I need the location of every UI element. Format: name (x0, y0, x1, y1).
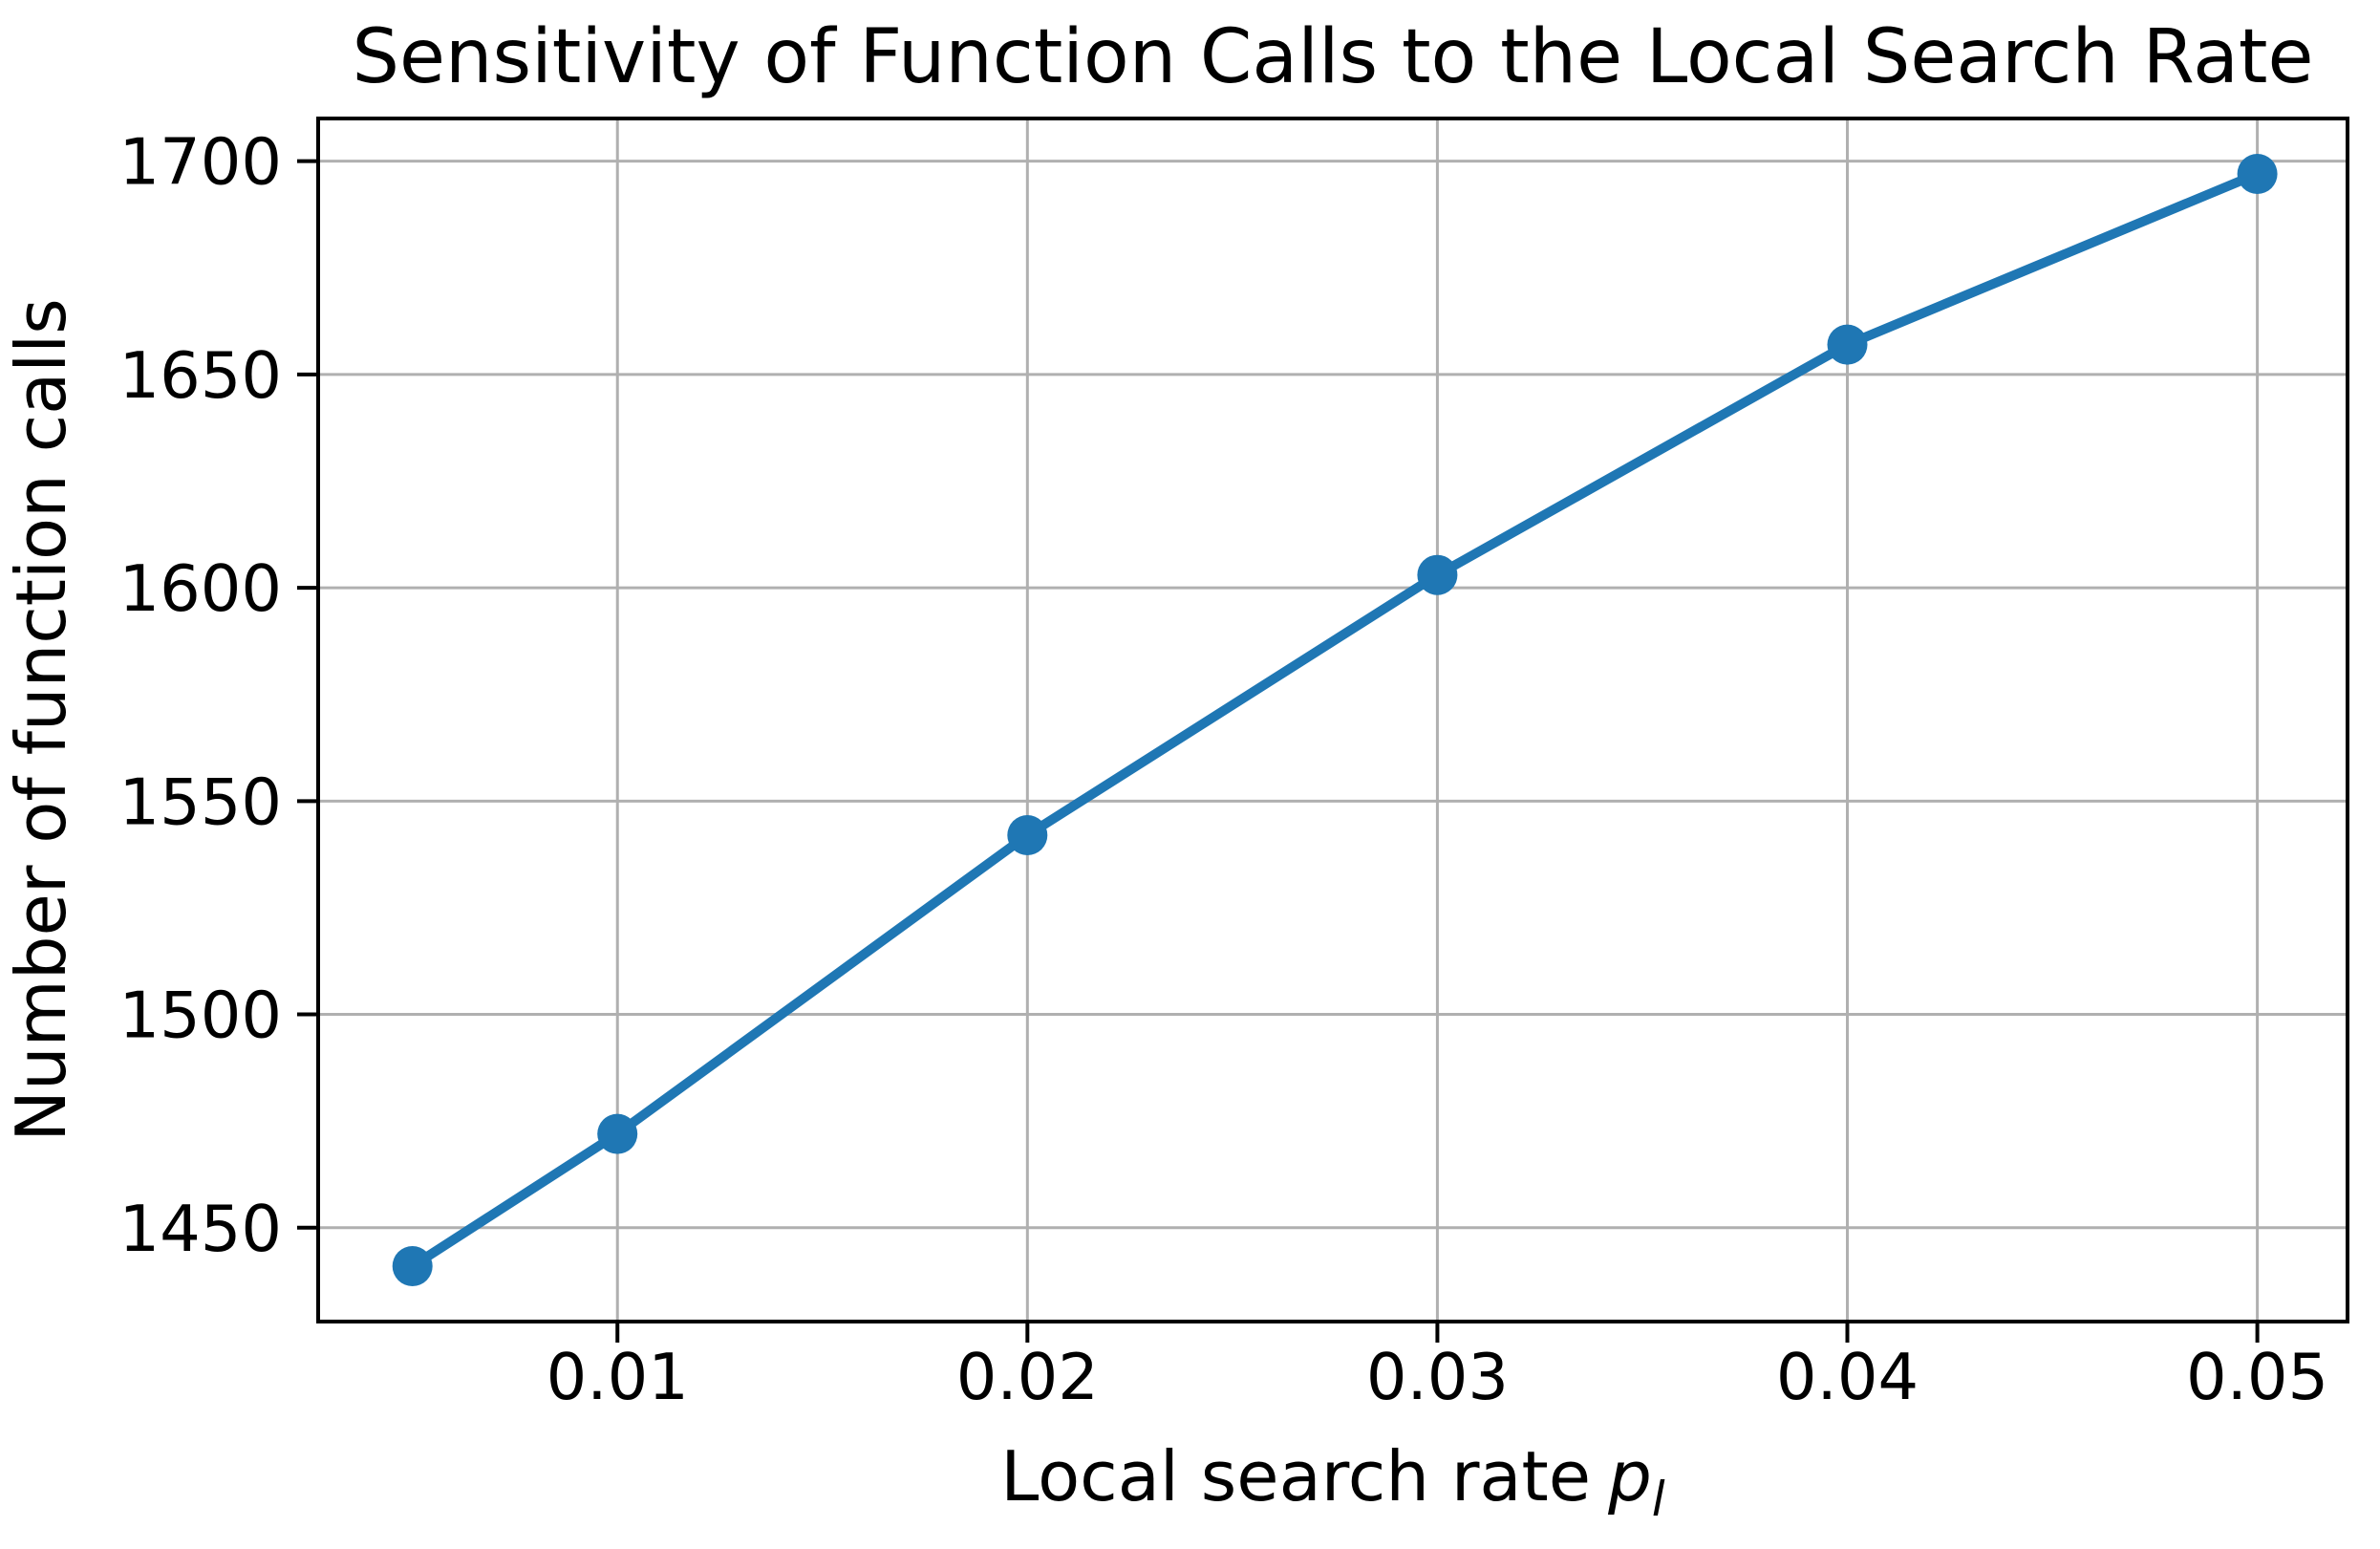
x-axis-label-subscript: l (1652, 1472, 1665, 1527)
y-tick-label: 1700 (118, 125, 282, 200)
plot-border (316, 117, 2349, 1323)
axis-ticks (297, 159, 2260, 1343)
data-point (1827, 324, 1868, 365)
x-axis-label-text: Local search rate (1000, 1436, 1591, 1517)
chart-title: Sensitivity of Function Calls to the Loc… (353, 14, 2314, 100)
x-tick-label: 0.05 (2186, 1340, 2328, 1414)
y-axis-label: Number of function calls (1, 298, 81, 1142)
x-tick-label: 0.04 (1776, 1340, 1919, 1414)
data-point (1007, 815, 1048, 855)
y-tick-label: 1550 (118, 764, 282, 839)
x-axis-label-variable: p (1607, 1436, 1652, 1517)
data-point (392, 1246, 433, 1286)
data-point (1417, 554, 1458, 595)
data-points (392, 154, 2278, 1286)
x-tick-label: 0.02 (956, 1340, 1099, 1414)
x-tick-labels: 0.01 0.02 0.03 0.04 0.05 (547, 1340, 2329, 1414)
x-tick-label: 0.03 (1366, 1340, 1509, 1414)
y-tick-label: 1600 (118, 551, 282, 626)
data-line (407, 169, 2262, 1271)
gridlines (318, 118, 2348, 1322)
data-point (597, 1113, 638, 1154)
x-axis-label: Local search rate pl (1000, 1436, 1665, 1527)
y-tick-label: 1450 (118, 1192, 282, 1266)
data-point (2237, 154, 2278, 194)
y-tick-label: 1500 (118, 979, 282, 1053)
x-tick-label: 0.01 (547, 1340, 689, 1414)
y-tick-label: 1650 (118, 338, 282, 413)
y-tick-labels: 1450 1500 1550 1600 1650 1700 (118, 125, 282, 1266)
